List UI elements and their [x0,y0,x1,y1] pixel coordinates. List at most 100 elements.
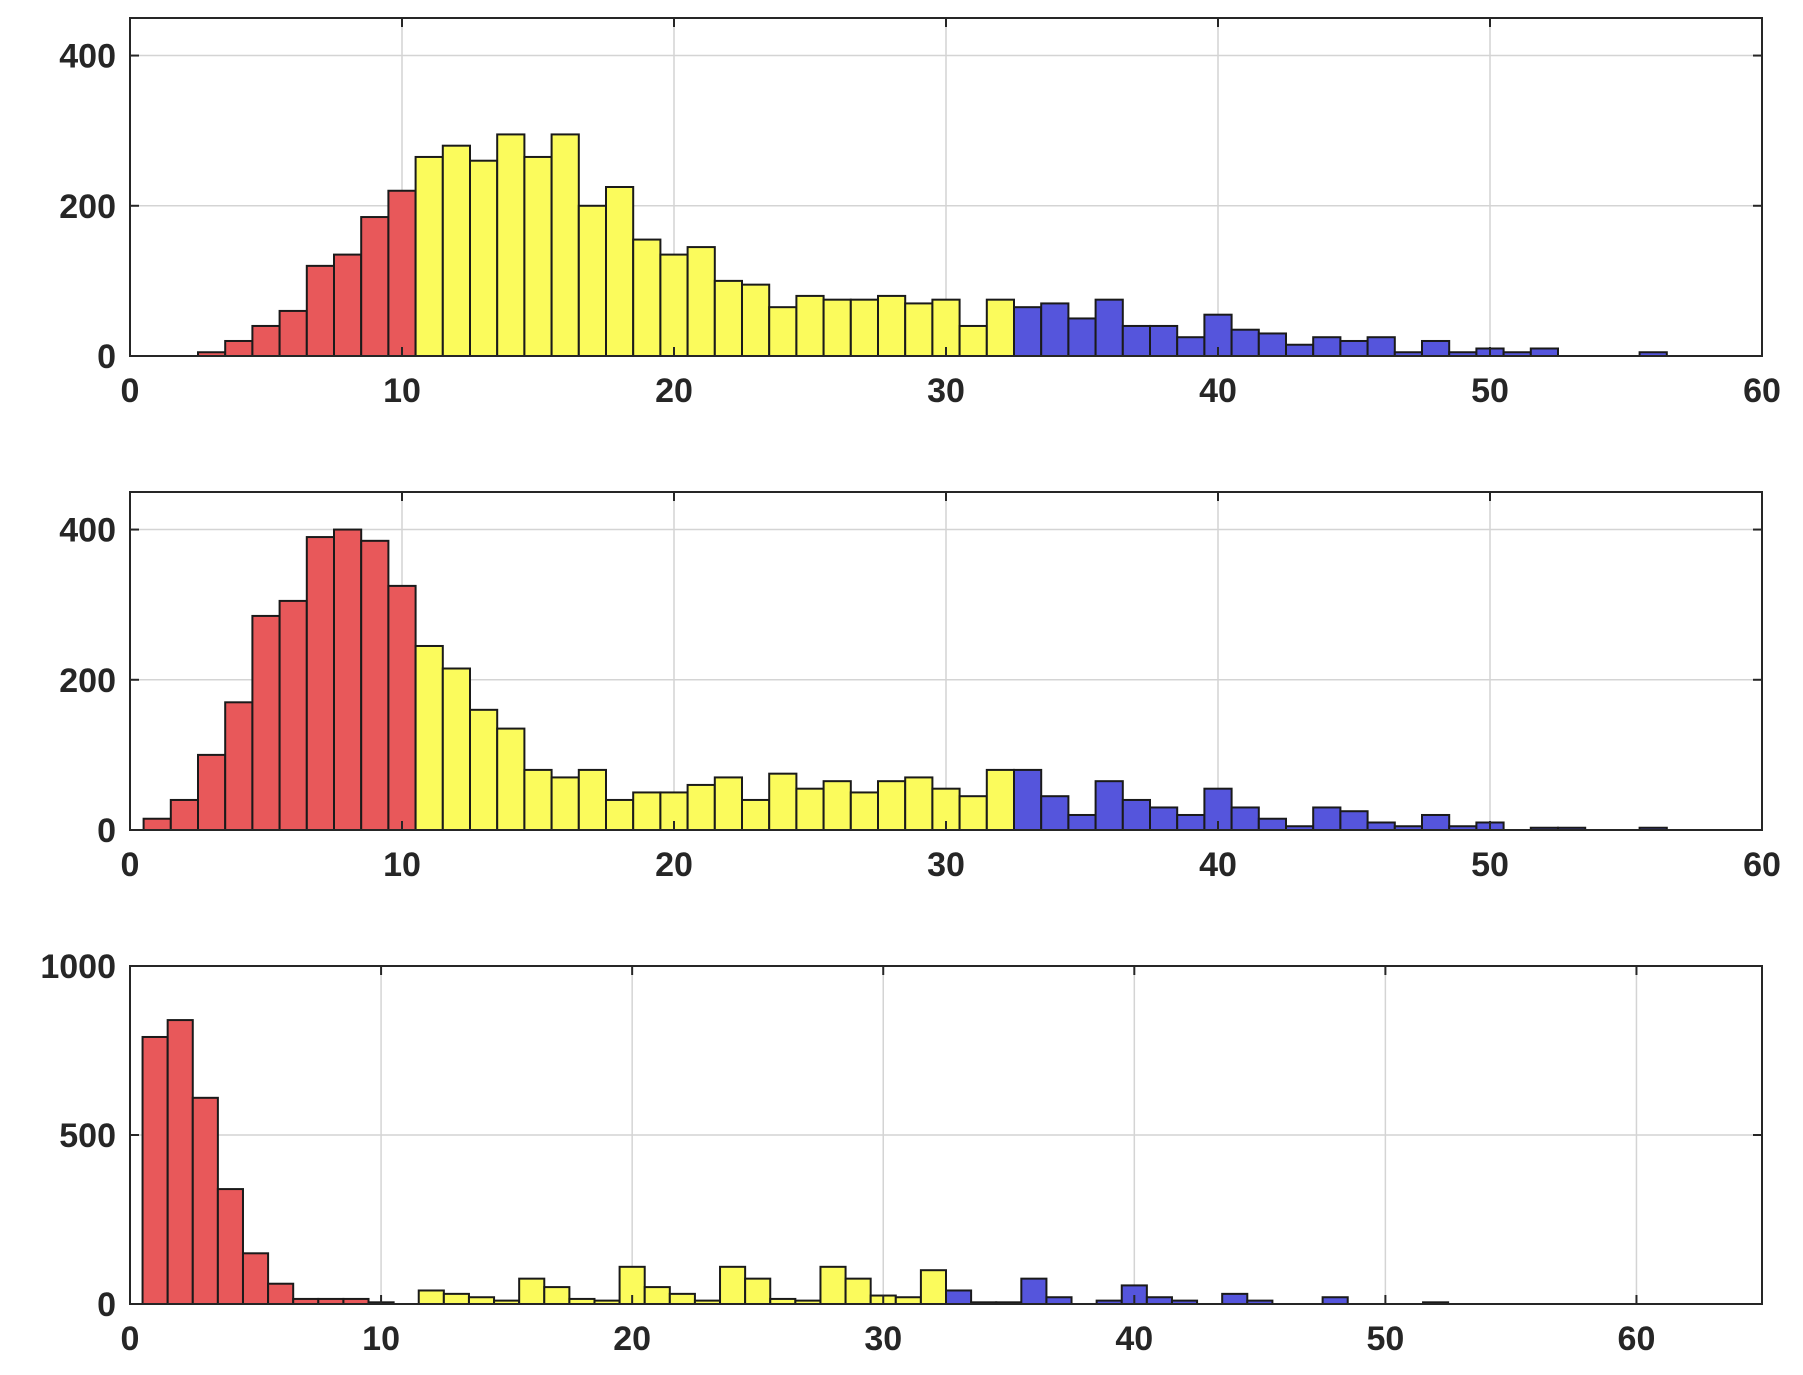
histogram-bar [496,727,526,831]
y-tick-label: 400 [59,38,116,76]
histogram-bar [822,298,852,357]
x-tick-label: 40 [1199,846,1237,884]
histogram-bar [1145,1296,1173,1305]
histogram-bar [577,204,607,357]
histogram-bar [442,1292,470,1305]
histogram-bar [387,584,417,832]
histogram-bar [605,798,635,832]
histogram-bar [1339,810,1369,832]
histogram-bar [686,783,716,832]
histogram-bar [985,768,1015,832]
histogram-bar [414,155,444,357]
histogram-bar [686,246,716,357]
x-tick-label: 60 [1743,846,1781,884]
histogram-bar [1529,347,1560,358]
histogram-bar [216,1188,244,1305]
histogram-bar [719,1265,747,1305]
y-tick-label: 0 [97,338,116,376]
x-tick-label: 50 [1366,1320,1404,1358]
histogram-bar [1321,1296,1349,1305]
histogram-bar [877,780,907,832]
histogram-bar [305,536,335,831]
histogram-bar [1221,1292,1249,1305]
histogram-bar [632,238,662,357]
histogram-bar [1040,302,1070,357]
histogram-bar [904,302,934,357]
histogram-bar [1176,813,1206,832]
histogram-bar [849,298,879,357]
histogram-bar [1176,336,1206,358]
histogram-bar [267,1282,295,1305]
histogram-bar [904,776,934,832]
histogram-bar [1230,328,1260,358]
histogram-bar [441,144,471,357]
y-tick-label: 0 [97,1286,116,1324]
histogram-bar [441,667,471,831]
y-tick-label: 400 [59,512,116,550]
histogram-bar [360,539,390,831]
histogram-bar [543,1286,571,1305]
histogram-bar [278,599,308,832]
histogram-bar [659,253,689,358]
y-tick-label: 0 [97,812,116,850]
histogram-bar [166,1019,194,1306]
histogram-bar [241,1252,270,1306]
histogram-bar [741,798,771,832]
histogram-bar [795,787,825,832]
histogram-bar [605,186,635,357]
histogram-bar [1421,339,1451,358]
histogram-bar [1421,813,1451,832]
x-tick-label: 40 [1115,1320,1153,1358]
histogram-bar [768,772,798,832]
histogram-bar [1149,806,1179,832]
histogram-bar [643,1286,671,1305]
histogram-bar [822,780,852,832]
histogram-bar [632,791,662,832]
x-tick-label: 40 [1199,372,1237,410]
histogram-bar [768,306,798,357]
histogram-bar [251,614,281,832]
histogram-bar [550,776,580,832]
histogram-bar [414,644,444,831]
histogram-bar [518,1277,546,1306]
histogram-bar [224,339,254,358]
histogram-bar [1067,317,1097,358]
histogram-bar [1149,324,1179,358]
histogram-bar [1094,780,1124,832]
histogram-bar [550,133,580,357]
x-tick-label: 20 [655,372,693,410]
histogram-bar [1020,1277,1048,1306]
x-tick-label: 30 [927,372,965,410]
y-tick-label: 200 [59,188,116,226]
histogram-bar [251,324,281,358]
histogram-bar [1339,339,1369,358]
x-tick-label: 50 [1471,846,1509,884]
x-tick-label: 0 [121,372,140,410]
histogram-panel-2: 0 10 20 30 40 50 60 0 200 400 [59,491,1781,884]
histogram-bar [169,798,200,832]
histogram-bar [469,159,499,357]
histogram-bar [1121,798,1152,832]
histogram-bar [1045,1296,1073,1305]
histogram-bar [523,768,553,832]
x-tick-label: 60 [1618,1320,1656,1358]
x-tick-label: 60 [1743,372,1781,410]
histogram-bar [668,1292,696,1305]
histogram-bar [523,155,553,357]
x-tick-label: 30 [927,846,965,884]
histogram-bar [278,309,308,357]
histogram-bar [1257,332,1288,358]
histogram-bar [894,1296,922,1305]
histogram-bar [819,1265,847,1305]
histogram-bar [333,253,363,358]
histogram-bar [141,1035,169,1305]
histogram-bar [469,708,499,831]
histogram-bar [1366,821,1396,832]
x-tick-label: 20 [613,1320,651,1358]
histogram-bar [305,264,335,357]
x-tick-label: 30 [864,1320,902,1358]
histogram-bar [191,1096,219,1305]
histogram-bar [844,1277,872,1306]
histogram-bar [958,324,988,358]
